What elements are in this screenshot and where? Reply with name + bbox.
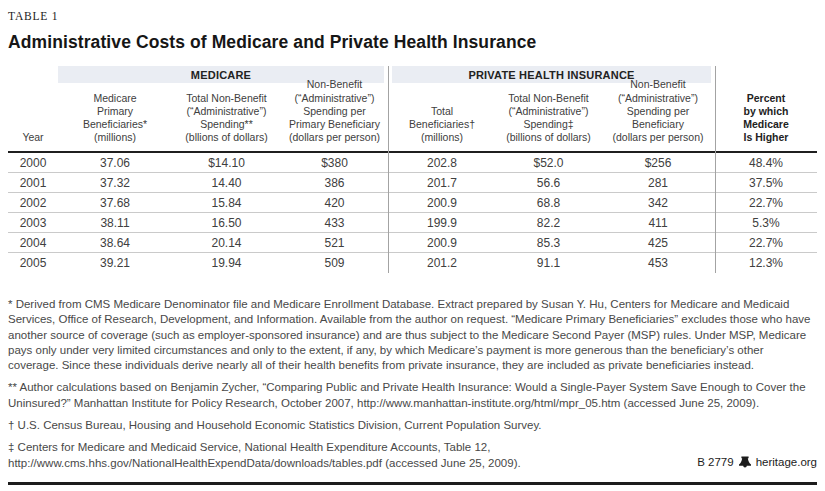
cell-med-per-beneficiary: 420 <box>281 193 388 213</box>
cell-year: 2003 <box>8 213 58 233</box>
cell-year: 2000 <box>8 153 58 173</box>
column-header-medicare-admin-per-beneficiary: Non-Benefit (“Administrative”) Spending … <box>281 83 388 153</box>
cell-phi-spending: 85.3 <box>496 233 601 253</box>
cell-phi-spending: 91.1 <box>496 253 601 273</box>
cell-med-beneficiaries: 37.32 <box>58 173 172 193</box>
section-divider-private-percent <box>715 66 716 273</box>
cell-percent-higher: 48.4% <box>715 153 817 173</box>
footnote-asterisk: * Derived from CMS Medicare Denominator … <box>8 297 817 373</box>
cell-med-beneficiaries: 37.06 <box>58 153 172 173</box>
cell-phi-beneficiaries: 202.8 <box>388 153 496 173</box>
column-header-private-admin-spending: Total Non-Benefit (“Administrative”) Spe… <box>496 83 601 153</box>
column-header-medicare-admin-spending: Total Non-Benefit (“Administrative”) Spe… <box>172 83 281 153</box>
cell-phi-beneficiaries: 200.9 <box>388 233 496 253</box>
column-header-private-total-beneficiaries: Total Beneficiaries† (millions) <box>388 83 496 153</box>
cell-med-spending: 15.84 <box>172 193 281 213</box>
cell-med-per-beneficiary: 521 <box>281 233 388 253</box>
cell-med-spending: 16.50 <box>172 213 281 233</box>
cell-med-spending: 20.14 <box>172 233 281 253</box>
cell-percent-higher: 22.7% <box>715 193 817 213</box>
cell-phi-beneficiaries: 201.2 <box>388 253 496 273</box>
table-corner-spacer <box>715 66 817 83</box>
cell-med-per-beneficiary: 433 <box>281 213 388 233</box>
cell-phi-per-beneficiary: 453 <box>601 253 715 273</box>
cell-phi-per-beneficiary: 425 <box>601 233 715 253</box>
column-header-year: Year <box>8 83 58 153</box>
cell-phi-spending: $52.0 <box>496 153 601 173</box>
cell-year: 2002 <box>8 193 58 213</box>
document-id: B 2779 <box>697 456 733 468</box>
cell-phi-spending: 56.6 <box>496 173 601 193</box>
bottom-rule <box>8 482 817 485</box>
column-header-private-admin-per-beneficiary: Non-Benefit (“Administrative”) Spending … <box>601 83 715 153</box>
cell-med-spending: 19.94 <box>172 253 281 273</box>
cell-med-spending: $14.10 <box>172 153 281 173</box>
table-label: TABLE 1 <box>8 10 817 22</box>
footnotes: * Derived from CMS Medicare Denominator … <box>8 297 817 471</box>
cell-med-spending: 14.40 <box>172 173 281 193</box>
cell-phi-spending: 82.2 <box>496 213 601 233</box>
cell-med-beneficiaries: 39.21 <box>58 253 172 273</box>
cell-phi-per-beneficiary: 342 <box>601 193 715 213</box>
cell-year: 2001 <box>8 173 58 193</box>
cell-med-beneficiaries: 38.64 <box>58 233 172 253</box>
site-url: heritage.org <box>756 456 817 468</box>
cell-percent-higher: 37.5% <box>715 173 817 193</box>
cell-percent-higher: 5.3% <box>715 213 817 233</box>
data-table: MEDICARE PRIVATE HEALTH INSURANCE Year M… <box>8 66 817 273</box>
footnote-double-asterisk: ** Author calculations based on Benjamin… <box>8 380 817 411</box>
cell-phi-per-beneficiary: $256 <box>601 153 715 173</box>
cell-percent-higher: 12.3% <box>715 253 817 273</box>
column-header-medicare-primary-beneficiaries: Medicare Primary Beneficiaries* (million… <box>58 83 172 153</box>
cell-phi-beneficiaries: 199.9 <box>388 213 496 233</box>
cell-percent-higher: 22.7% <box>715 233 817 253</box>
cell-phi-per-beneficiary: 411 <box>601 213 715 233</box>
cell-phi-per-beneficiary: 281 <box>601 173 715 193</box>
cell-year: 2005 <box>8 253 58 273</box>
footnote-double-dagger: ‡ Centers for Medicare and Medicaid Serv… <box>8 440 817 471</box>
cell-phi-beneficiaries: 201.7 <box>388 173 496 193</box>
cell-phi-beneficiaries: 200.9 <box>388 193 496 213</box>
cell-med-beneficiaries: 37.68 <box>58 193 172 213</box>
cell-med-beneficiaries: 38.11 <box>58 213 172 233</box>
cell-med-per-beneficiary: $380 <box>281 153 388 173</box>
footnote-dagger: † U.S. Census Bureau, Housing and Househ… <box>8 418 817 433</box>
heritage-bell-icon <box>739 456 751 468</box>
table-corner-spacer <box>8 66 58 83</box>
document-page: TABLE 1 Administrative Costs of Medicare… <box>0 0 825 471</box>
section-divider-medicare-private <box>388 66 389 273</box>
cell-year: 2004 <box>8 233 58 253</box>
cell-med-per-beneficiary: 509 <box>281 253 388 273</box>
footer: B 2779 heritage.org <box>697 456 817 468</box>
cell-phi-spending: 68.8 <box>496 193 601 213</box>
page-title: Administrative Costs of Medicare and Pri… <box>8 32 817 53</box>
column-header-percent-medicare-higher: Percent by which Medicare Is Higher <box>715 83 817 153</box>
cell-med-per-beneficiary: 386 <box>281 173 388 193</box>
